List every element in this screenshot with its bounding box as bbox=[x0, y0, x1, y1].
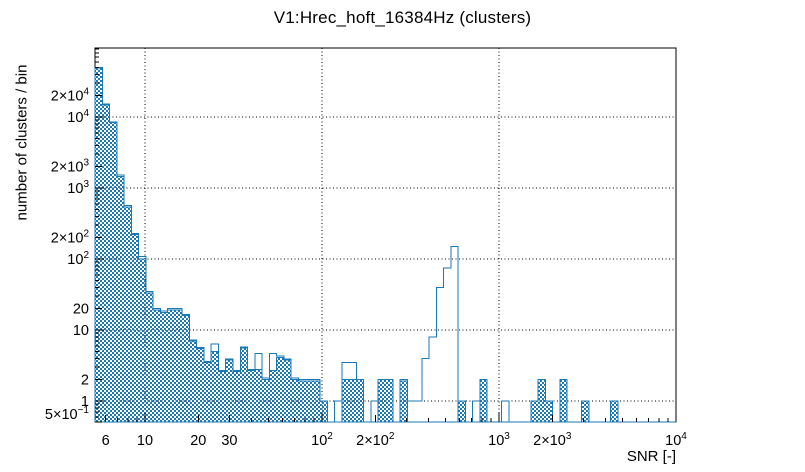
svg-text:103: 103 bbox=[67, 179, 89, 197]
y-axis-title: number of clusters / bin bbox=[13, 64, 31, 221]
svg-text:2×102: 2×102 bbox=[51, 229, 90, 247]
svg-text:1: 1 bbox=[81, 394, 89, 410]
svg-text:20: 20 bbox=[73, 302, 89, 318]
svg-text:2×103: 2×103 bbox=[51, 158, 90, 176]
x-axis-title: SNR [-] bbox=[626, 448, 676, 465]
svg-text:2×103: 2×103 bbox=[533, 431, 572, 449]
chart-title: V1:Hrec_hoft_16384Hz (clusters) bbox=[273, 8, 532, 27]
svg-text:104: 104 bbox=[665, 431, 687, 449]
axis-ticks bbox=[95, 48, 677, 423]
svg-text:6: 6 bbox=[102, 433, 110, 449]
svg-text:10: 10 bbox=[73, 323, 89, 339]
svg-text:103: 103 bbox=[488, 431, 510, 449]
svg-text:104: 104 bbox=[67, 108, 89, 126]
svg-text:2: 2 bbox=[81, 373, 89, 389]
svg-text:2×104: 2×104 bbox=[51, 87, 90, 105]
histogram-hatched bbox=[94, 67, 676, 423]
x-axis-tick-labels: 6 10 20 30 102 2×102 103 2×103 104 bbox=[102, 431, 688, 449]
svg-text:102: 102 bbox=[67, 250, 89, 268]
svg-text:20: 20 bbox=[190, 433, 206, 449]
histogram-outline bbox=[94, 67, 676, 423]
svg-text:5×10−1: 5×10−1 bbox=[45, 405, 90, 423]
svg-text:102: 102 bbox=[311, 431, 333, 449]
svg-text:2×102: 2×102 bbox=[356, 431, 395, 449]
svg-text:10: 10 bbox=[137, 433, 153, 449]
svg-text:30: 30 bbox=[221, 433, 237, 449]
